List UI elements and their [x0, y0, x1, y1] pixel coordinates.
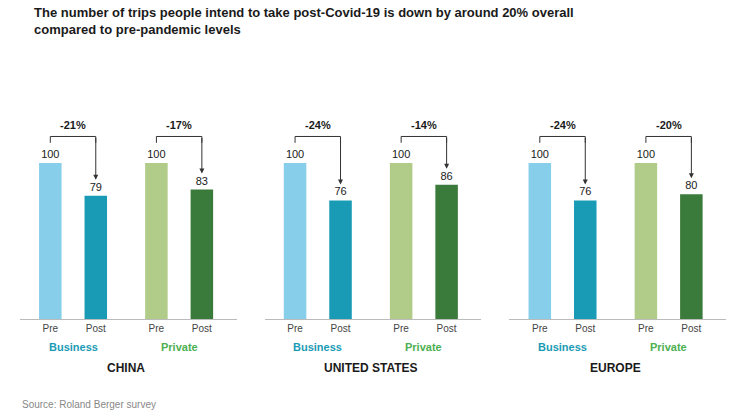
svg-text:100: 100	[41, 148, 59, 160]
svg-text:-24%: -24%	[550, 119, 576, 131]
svg-text:Post: Post	[437, 323, 457, 334]
svg-text:Private: Private	[161, 341, 198, 353]
svg-text:76: 76	[579, 185, 591, 197]
svg-text:100: 100	[531, 148, 549, 160]
svg-text:100: 100	[147, 148, 165, 160]
svg-text:-14%: -14%	[411, 119, 437, 131]
svg-text:Post: Post	[86, 323, 106, 334]
svg-text:76: 76	[334, 185, 346, 197]
svg-text:The number of trips people int: The number of trips people intend to tak…	[34, 5, 574, 37]
svg-text:83: 83	[196, 175, 208, 187]
svg-text:100: 100	[392, 148, 410, 160]
svg-text:UNITED STATES: UNITED STATES	[324, 361, 418, 375]
svg-text:Pre: Pre	[532, 323, 548, 334]
svg-text:Private: Private	[405, 341, 442, 353]
svg-text:Post: Post	[575, 323, 595, 334]
svg-text:79: 79	[90, 181, 102, 193]
svg-text:-24%: -24%	[305, 119, 331, 131]
svg-text:-17%: -17%	[166, 119, 192, 131]
svg-text:Pre: Pre	[43, 323, 59, 334]
svg-text:Pre: Pre	[287, 323, 303, 334]
svg-text:Source: Roland Berger survey: Source: Roland Berger survey	[22, 399, 156, 410]
svg-text:Pre: Pre	[149, 323, 165, 334]
svg-text:80: 80	[685, 179, 697, 191]
svg-text:86: 86	[440, 170, 452, 182]
svg-text:100: 100	[637, 148, 655, 160]
svg-text:Post: Post	[192, 323, 212, 334]
svg-text:-20%: -20%	[656, 119, 682, 131]
svg-text:Post: Post	[681, 323, 701, 334]
svg-text:Business: Business	[293, 341, 342, 353]
svg-text:Business: Business	[49, 341, 98, 353]
svg-text:EUROPE: EUROPE	[590, 361, 641, 375]
svg-text:CHINA: CHINA	[107, 361, 145, 375]
svg-text:-21%: -21%	[60, 119, 86, 131]
svg-text:Post: Post	[331, 323, 351, 334]
svg-text:Private: Private	[650, 341, 687, 353]
svg-text:Business: Business	[538, 341, 587, 353]
svg-text:Pre: Pre	[393, 323, 409, 334]
svg-text:100: 100	[286, 148, 304, 160]
svg-text:Pre: Pre	[638, 323, 654, 334]
